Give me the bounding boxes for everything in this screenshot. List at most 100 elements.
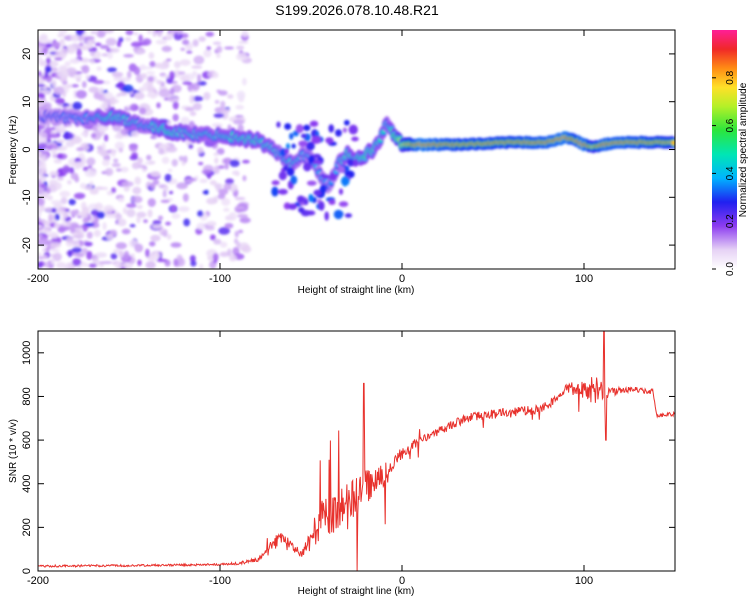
spectrogram-noise-blob: [165, 146, 178, 153]
spectrogram-noise-blob: [214, 100, 220, 104]
spectrogram-noise-blob: [101, 159, 110, 167]
spectrogram-noise-blob: [62, 84, 68, 89]
spectrogram-noise-blob: [66, 220, 72, 227]
spectrogram-noise-blob: [84, 263, 89, 267]
spectrogram-noise-blob: [67, 180, 72, 185]
spectrogram-noise-blob: [117, 218, 127, 227]
spectrogram-noise-blob: [171, 159, 178, 167]
spectrogram-noise-blob: [224, 222, 234, 229]
spectrogram-noise-blob: [71, 84, 79, 88]
spectrogram-noise-blob: [54, 213, 60, 221]
spectrogram-noise-blob: [218, 227, 230, 235]
spectrogram-noise-blob: [72, 240, 80, 249]
spectrogram-noise-blob: [78, 35, 85, 42]
spectrogram-noise-blob: [134, 176, 142, 185]
spectrogram-noise-blob: [66, 44, 76, 54]
spectrogram-y-tick-label: 20: [21, 48, 33, 60]
spectrogram-noise-blob: [102, 222, 107, 231]
spectrogram-noise-blob: [216, 53, 221, 59]
spectrogram-noise-blob: [173, 61, 181, 69]
spectrogram-lobe: [312, 160, 323, 165]
spectrogram-noise-blob: [118, 37, 124, 43]
spectrogram-noise-blob: [117, 92, 128, 97]
spectrogram-noise-blob: [107, 67, 117, 73]
spectrogram-noise-blob: [118, 147, 124, 153]
spectrogram-noise-blob: [84, 169, 97, 178]
spectrogram-noise-blob: [198, 36, 206, 42]
spectrogram-noise-blob: [82, 224, 88, 232]
spectrogram-noise-blob: [38, 252, 42, 257]
spectrogram-noise-blob: [86, 231, 93, 239]
spectrogram-noise-blob: [92, 79, 105, 85]
spectrogram-noise-blob: [197, 210, 204, 217]
spectrogram-noise-blob: [109, 48, 120, 53]
spectrogram-noise-blob: [38, 160, 47, 169]
spectrogram-noise-blob: [52, 153, 59, 159]
spectrogram-noise-blob: [122, 84, 134, 93]
spectrogram-lobe: [271, 186, 279, 197]
spectrogram-noise-blob: [156, 102, 161, 109]
snr-y-tick-label: 400: [21, 475, 33, 493]
spectrogram-noise-blob: [94, 42, 102, 47]
spectrogram-noise-blob: [38, 56, 43, 63]
spectrogram-noise-blob: [148, 160, 156, 165]
spectrogram-noise-blob: [111, 71, 124, 78]
spectrogram-noise-blob: [45, 223, 50, 230]
spectrogram-noise-blob: [203, 91, 211, 101]
spectrogram-noise-blob: [168, 190, 174, 195]
spectrogram-noise-blob: [76, 48, 82, 57]
spectrogram-noise-blob: [219, 251, 230, 257]
spectrogram-noise-blob: [69, 58, 81, 64]
spectrogram-noise-blob: [228, 254, 237, 262]
spectrogram-noise-blob: [140, 73, 148, 80]
spectrogram-noise-blob: [38, 92, 46, 99]
spectrogram-noise-blob: [80, 131, 88, 137]
spectrogram-noise-blob: [114, 262, 122, 269]
spectrogram-noise-blob: [42, 229, 52, 234]
spectrogram-lobe: [348, 124, 358, 135]
spectrogram-noise-blob: [147, 198, 156, 207]
spectrogram-noise-blob: [53, 252, 62, 262]
spectrogram-noise-blob: [190, 260, 197, 267]
spectrogram-noise-blob: [72, 235, 85, 239]
spectrogram-noise-blob: [210, 234, 216, 241]
spectrogram-noise-blob: [152, 30, 157, 37]
spectrogram-noise-blob: [73, 192, 86, 200]
spectrogram-noise-blob: [160, 74, 172, 79]
spectrogram-noise-blob: [89, 188, 99, 195]
spectrogram-noise-blob: [51, 207, 57, 213]
spectrogram-noise-blob: [81, 247, 88, 254]
spectrogram-noise-blob: [236, 241, 241, 249]
spectrogram-noise-blob: [161, 156, 170, 164]
spectrogram-noise-blob: [201, 169, 212, 175]
spectrogram-noise-blob: [41, 155, 47, 162]
spectrogram-noise-blob: [48, 60, 59, 68]
spectrogram-noise-blob: [129, 144, 138, 152]
spectrogram-noise-blob: [38, 97, 46, 107]
spectrogram-noise-blob: [239, 217, 251, 224]
spectrogram-noise-blob: [122, 207, 128, 215]
spectrogram-noise-blob: [141, 168, 147, 173]
spectrogram-noise-blob: [132, 186, 142, 195]
spectrogram-noise-blob: [175, 30, 184, 35]
spectrogram-noise-blob: [38, 179, 42, 188]
spectrogram-noise-blob: [182, 39, 190, 46]
spectrogram-noise-blob: [148, 52, 155, 60]
spectrogram-noise-blob: [158, 88, 171, 98]
spectrogram-lobe: [290, 175, 298, 185]
spectrogram-noise-blob: [83, 36, 95, 40]
spectrogram-noise-blob: [180, 116, 190, 124]
spectrogram-noise-blob: [170, 242, 182, 248]
spectrogram-noise-blob: [53, 159, 63, 164]
spectrogram-noise-blob: [203, 49, 212, 58]
spectrogram-noise-blob: [62, 132, 74, 140]
spectrogram-noise-blob: [86, 157, 96, 166]
snr-series-line: [38, 331, 675, 571]
spectrogram-noise-blob: [131, 161, 140, 170]
spectrogram-noise-blob: [101, 53, 109, 57]
spectrogram-noise-blob: [172, 101, 179, 110]
spectrogram-noise-blob: [103, 204, 115, 213]
spectrogram-noise-blob: [131, 195, 143, 204]
spectrogram-noise-blob: [159, 64, 166, 70]
spectrogram-noise-blob: [136, 204, 143, 209]
